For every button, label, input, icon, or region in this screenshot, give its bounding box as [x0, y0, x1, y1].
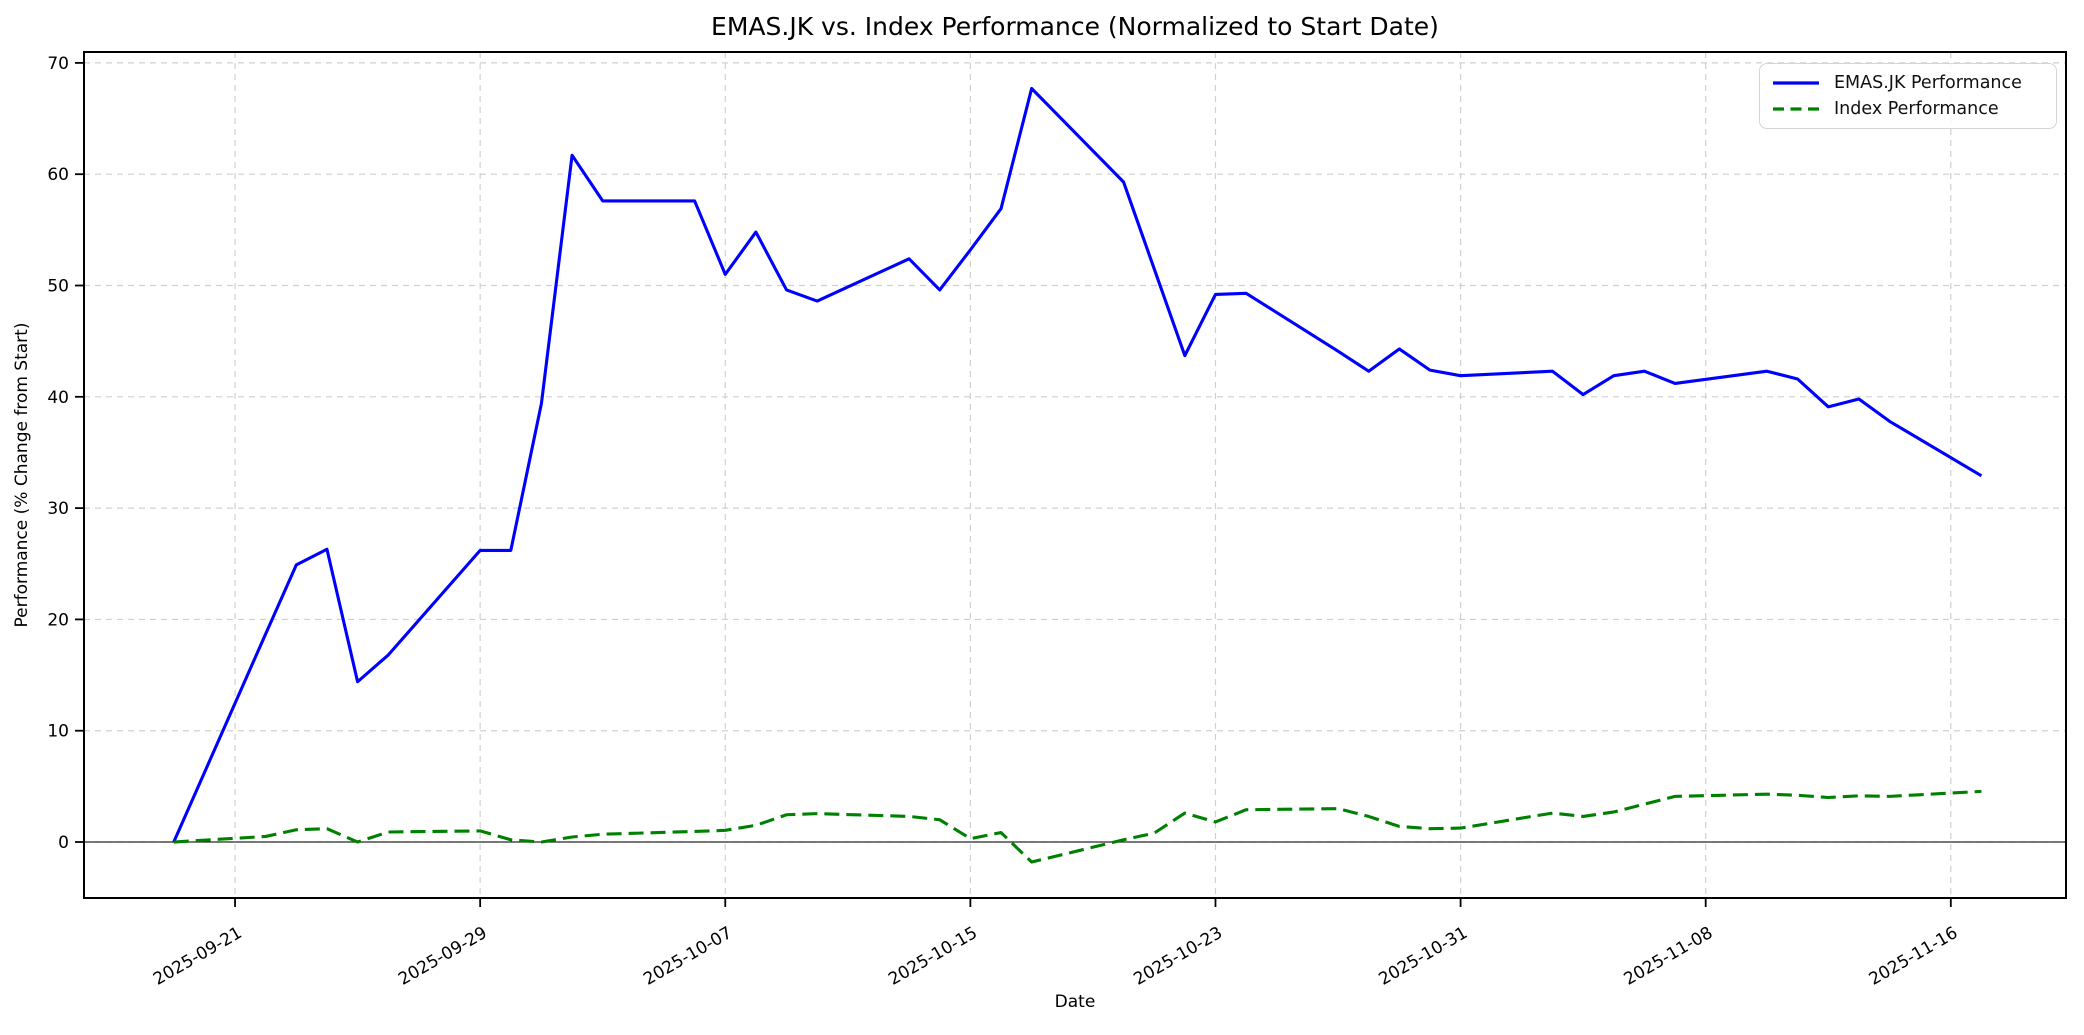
x-tick-label: 2025-11-08 — [1621, 923, 1717, 990]
legend-line-dashed-icon — [1773, 107, 1819, 111]
legend-item-index: Index Performance — [1772, 99, 2044, 119]
y-tick-label: 0 — [58, 833, 69, 853]
x-tick-label: 2025-10-23 — [1130, 923, 1226, 990]
y-tick-label: 50 — [47, 277, 69, 297]
x-tick-label: 2025-10-07 — [640, 923, 736, 990]
series-line-emas — [172, 86, 1983, 843]
x-tick-label: 2025-09-29 — [395, 923, 491, 990]
chart-title: EMAS.JK vs. Index Performance (Normalize… — [711, 12, 1439, 41]
x-tick-label: 2025-10-31 — [1376, 923, 1472, 990]
y-tick-label: 10 — [47, 722, 69, 742]
legend-item-label: Index Performance — [1834, 99, 1999, 119]
x-axis-label: Date — [1054, 992, 1096, 1012]
series-line-index — [173, 789, 1982, 864]
legend-line-solid-icon — [1773, 81, 1819, 85]
x-tick-label: 2025-10-15 — [885, 923, 981, 990]
x-tick-label: 2025-11-16 — [1866, 923, 1962, 990]
y-tick-label: 30 — [47, 499, 69, 519]
plot-border — [83, 51, 2067, 899]
x-tick-label: 2025-09-21 — [150, 923, 246, 990]
legend: EMAS.JK Performance Index Performance — [1759, 63, 2057, 129]
y-tick-label: 70 — [47, 54, 69, 74]
y-tick-label: 60 — [47, 165, 69, 185]
y-tick-label: 20 — [47, 610, 69, 630]
legend-item-label: EMAS.JK Performance — [1834, 73, 2022, 93]
legend-item-emas: EMAS.JK Performance — [1772, 73, 2044, 93]
y-axis-label: Performance (% Change from Start) — [12, 322, 32, 628]
y-tick-label: 40 — [47, 388, 69, 408]
